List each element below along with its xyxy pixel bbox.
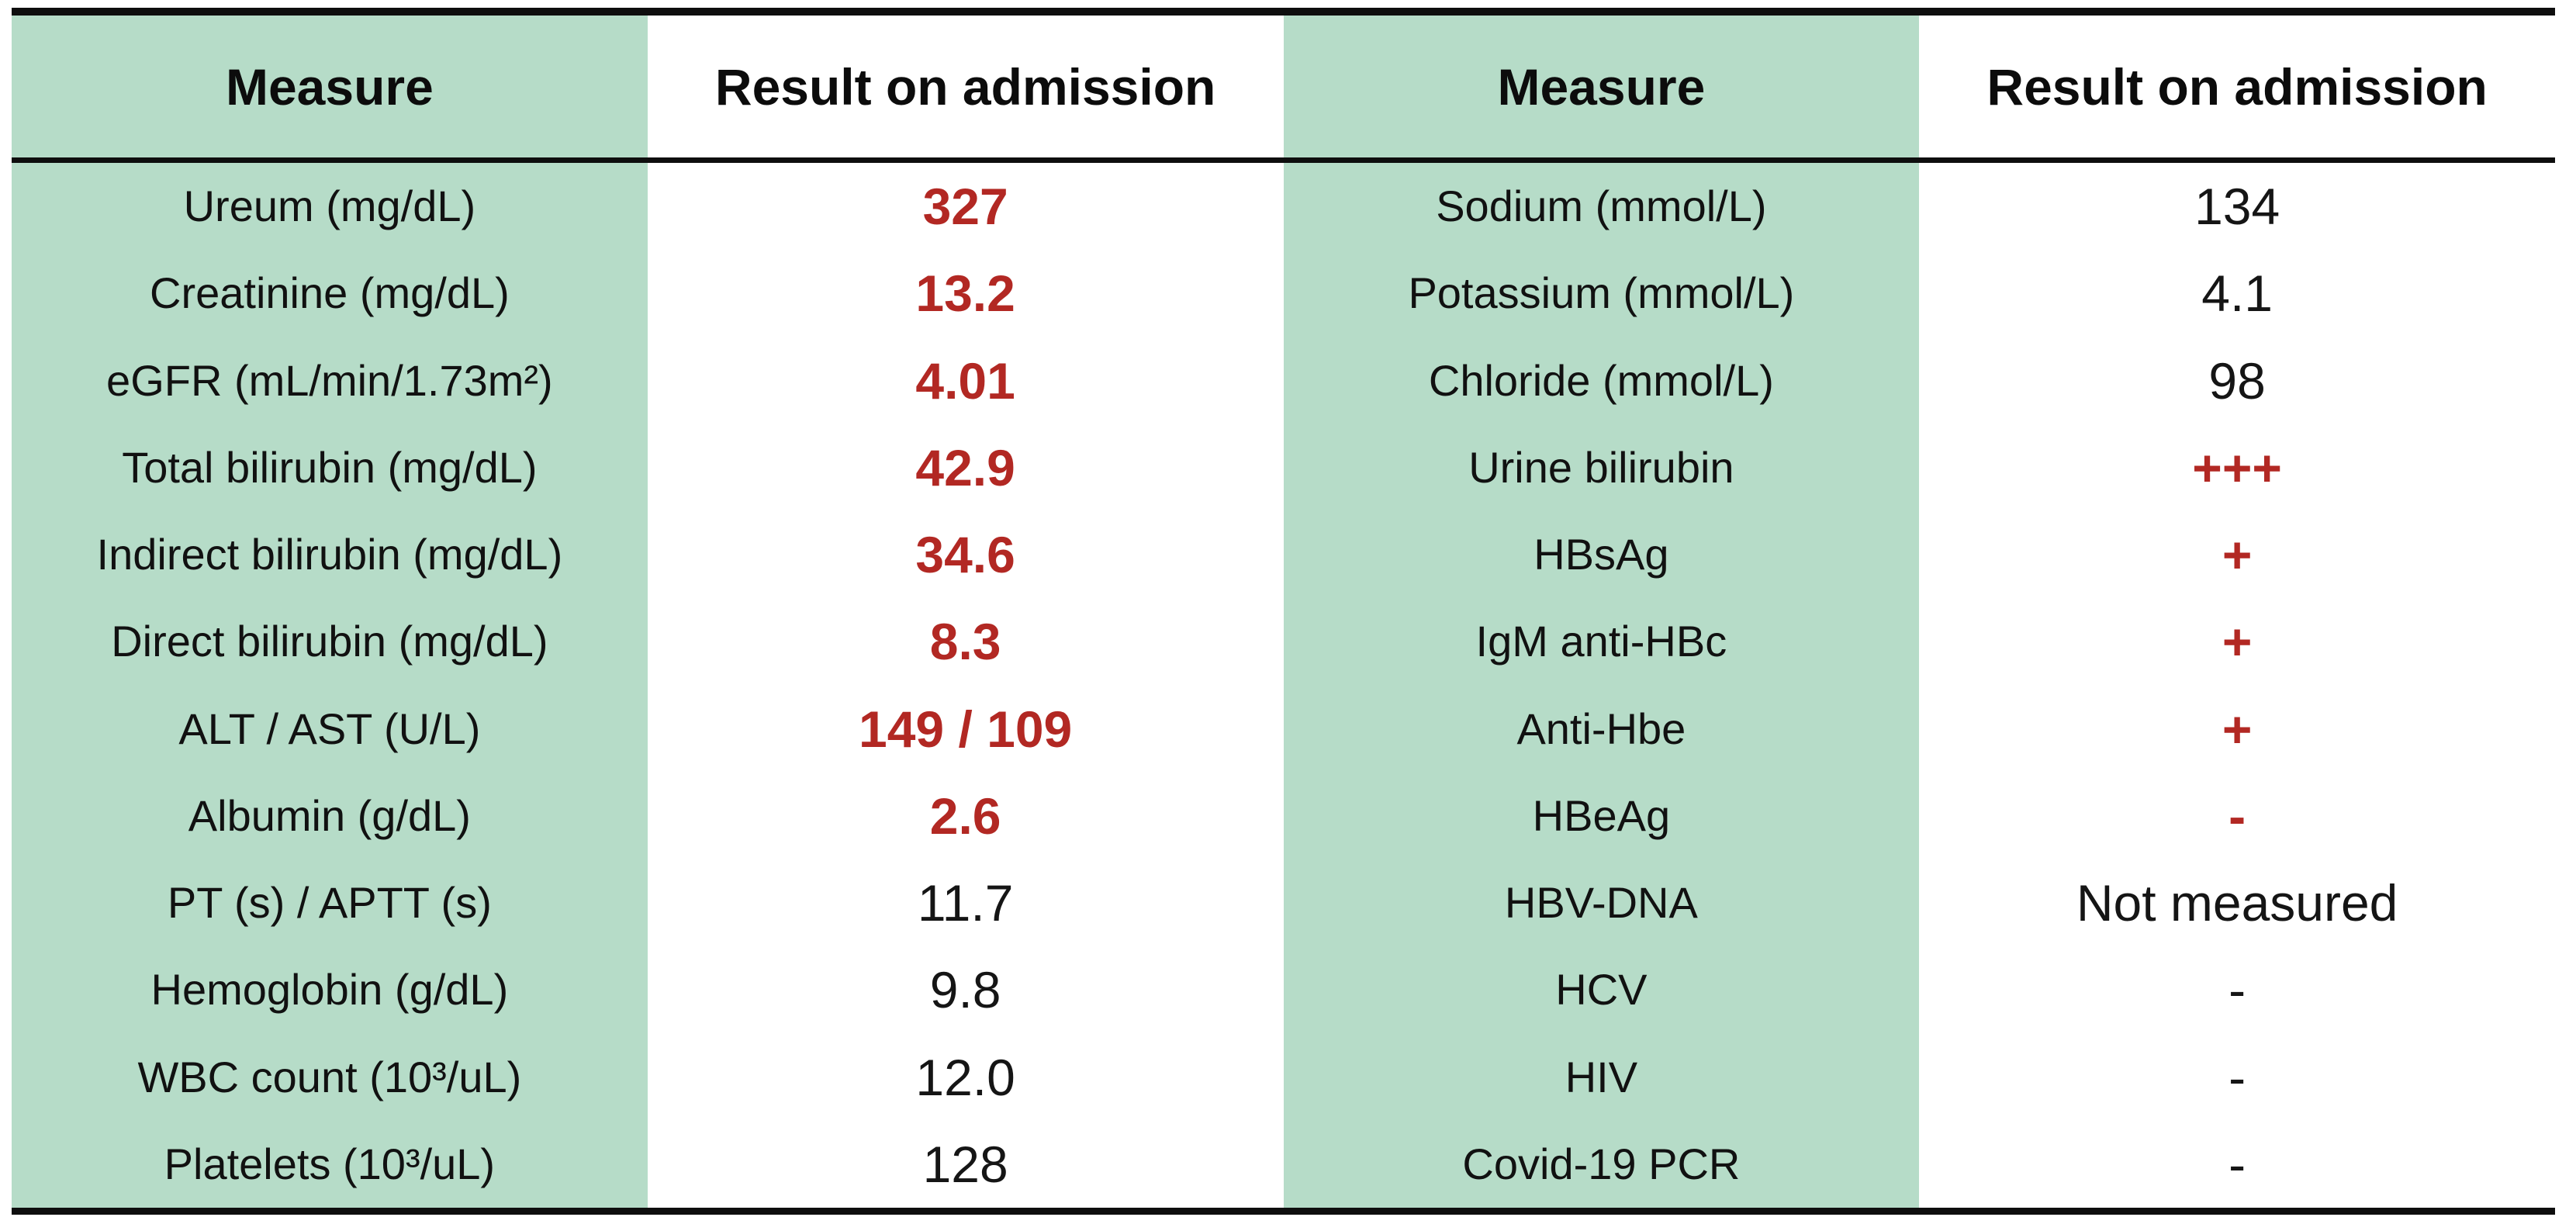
- result-value: -: [1919, 1033, 2555, 1121]
- result-value: 2.6: [647, 772, 1284, 859]
- result-value: 134: [1919, 163, 2555, 251]
- result-value: +: [1919, 685, 2555, 773]
- result-value: Not measured: [1919, 859, 2555, 947]
- measure-label: HBV-DNA: [1283, 859, 1920, 947]
- result-value: 4.01: [647, 337, 1284, 424]
- measure-label: Anti-Hbe: [1283, 685, 1920, 773]
- measure-label: Indirect bilirubin (mg/dL): [12, 511, 648, 599]
- measure-label: Total bilirubin (mg/dL): [12, 424, 648, 511]
- measure-label: Sodium (mmol/L): [1283, 163, 1920, 251]
- measure-label: HBsAg: [1283, 511, 1920, 599]
- measure-label: Platelets (10³/uL): [12, 1120, 648, 1208]
- result-value: 98: [1919, 337, 2555, 424]
- result-value: 13.2: [647, 250, 1284, 337]
- result-value: 128: [647, 1120, 1284, 1208]
- measure-label: eGFR (mL/min/1.73m²): [12, 337, 648, 424]
- result-value: +++: [1919, 424, 2555, 511]
- measure-label: Hemoglobin (g/dL): [12, 946, 648, 1034]
- result-value: 4.1: [1919, 250, 2555, 337]
- header-measure-right: Measure: [1283, 16, 1920, 163]
- result-value: 149 / 109: [647, 685, 1284, 773]
- measure-label: HCV: [1283, 946, 1920, 1034]
- measure-label: WBC count (10³/uL): [12, 1033, 648, 1121]
- result-value: 327: [647, 163, 1284, 251]
- result-value: 11.7: [647, 859, 1284, 947]
- measure-label: Potassium (mmol/L): [1283, 250, 1920, 337]
- lab-results-table: Measure Result on admission Measure Resu…: [12, 8, 2555, 1215]
- header-measure-left: Measure: [12, 16, 648, 163]
- measure-label: IgM anti-HBc: [1283, 598, 1920, 686]
- result-value: +: [1919, 511, 2555, 599]
- measure-label: Direct bilirubin (mg/dL): [12, 598, 648, 686]
- result-value: 12.0: [647, 1033, 1284, 1121]
- result-value: 9.8: [647, 946, 1284, 1034]
- result-value: 34.6: [647, 511, 1284, 599]
- measure-label: Covid-19 PCR: [1283, 1120, 1920, 1208]
- measure-label: PT (s) / APTT (s): [12, 859, 648, 947]
- measure-label: HBeAg: [1283, 772, 1920, 859]
- measure-label: Albumin (g/dL): [12, 772, 648, 859]
- result-value: 8.3: [647, 598, 1284, 686]
- result-value: -: [1919, 772, 2555, 859]
- header-result-left: Result on admission: [647, 16, 1284, 163]
- measure-label: HIV: [1283, 1033, 1920, 1121]
- header-result-right: Result on admission: [1919, 16, 2555, 163]
- result-value: +: [1919, 598, 2555, 686]
- measure-label: Chloride (mmol/L): [1283, 337, 1920, 424]
- measure-label: ALT / AST (U/L): [12, 685, 648, 773]
- measure-label: Urine bilirubin: [1283, 424, 1920, 511]
- result-value: -: [1919, 946, 2555, 1034]
- result-value: -: [1919, 1120, 2555, 1208]
- measure-label: Creatinine (mg/dL): [12, 250, 648, 337]
- measure-label: Ureum (mg/dL): [12, 163, 648, 251]
- result-value: 42.9: [647, 424, 1284, 511]
